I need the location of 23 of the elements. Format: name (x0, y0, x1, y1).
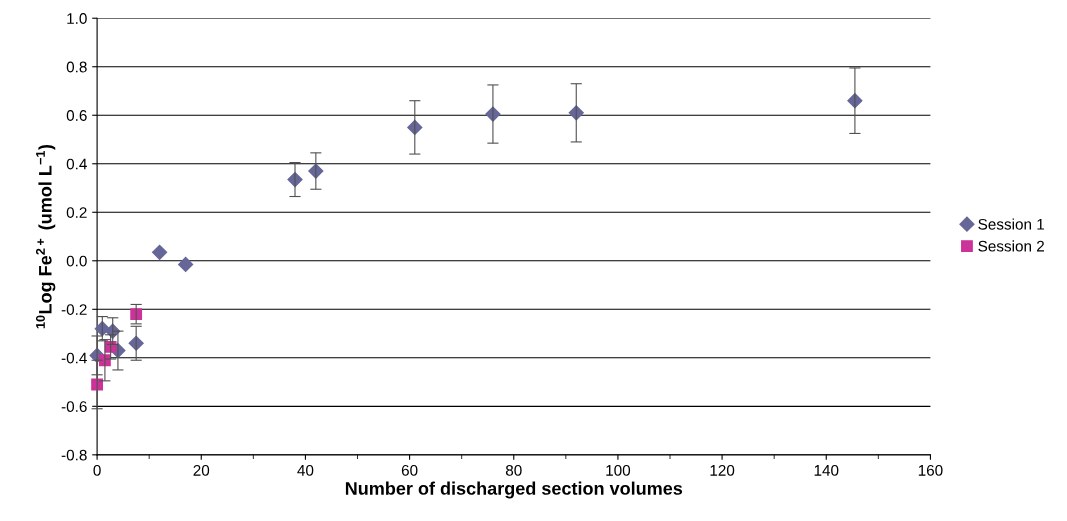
y-tick-label: -0.4 (61, 352, 87, 364)
x-tick-label: 20 (193, 464, 210, 476)
x-tick-label: 160 (918, 464, 943, 476)
x-tick-label: 0 (93, 464, 101, 476)
x-tick-label: 100 (606, 464, 631, 476)
x-axis-title: Number of discharged section volumes (345, 481, 683, 499)
legend-label: Session 2 (978, 240, 1044, 252)
x-tick-label: 140 (814, 464, 839, 476)
x-tick-label: 60 (401, 464, 418, 476)
x-tick-label: 120 (710, 464, 735, 476)
x-tick-label: 40 (297, 464, 314, 476)
y-tick-label: 0.2 (66, 207, 87, 218)
y-axis-title: $^{10}$Log Fe$^{2+}$ (umol L$^{−1}$) (36, 144, 56, 329)
y-tick-label: -0.6 (61, 401, 87, 413)
y-tick-label: 1.0 (67, 13, 87, 24)
y-tick-label: 0.4 (66, 158, 87, 170)
y-tick-label: -0.2 (61, 304, 87, 315)
y-tick-label: 0.0 (66, 255, 87, 267)
y-tick-label: -0.8 (61, 449, 87, 461)
legend-label: Session 1 (978, 218, 1044, 230)
x-tick-label: 80 (505, 464, 522, 476)
y-tick-label: 0.8 (66, 61, 87, 73)
y-tick-label: 0.6 (66, 110, 87, 121)
